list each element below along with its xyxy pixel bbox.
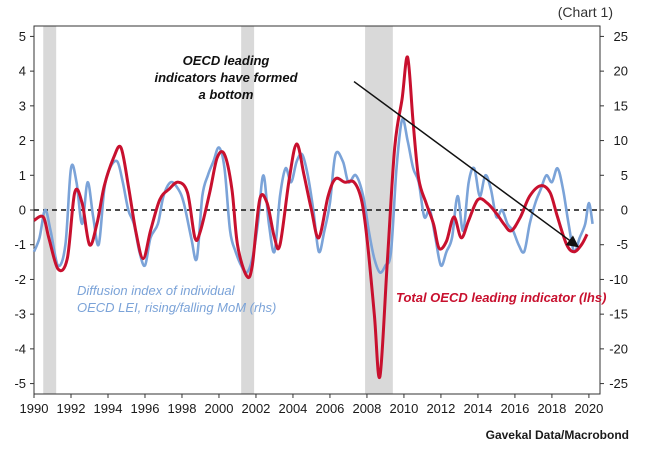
chart-tag: (Chart 1): [557, 4, 613, 20]
y-right-tick-label: 10: [614, 133, 628, 148]
y-right-tick-label: -25: [609, 376, 628, 391]
y-left-tick-label: 0: [19, 203, 26, 218]
x-tick-label: 2010: [389, 401, 418, 416]
y-left-tick-label: -2: [14, 272, 26, 287]
tick-labels: 1990 1992 1994 1996 1998 2000 2002 2004 2006 2008…: [14, 29, 628, 416]
source-note: Gavekal Data/Macrobond: [485, 428, 629, 442]
series-lines: [32, 55, 594, 380]
y-left-tick-label: 5: [19, 29, 26, 44]
y-right-tick-label: 15: [614, 98, 628, 113]
annotation-arrow: [353, 80, 580, 248]
y-right-tick-label: -5: [616, 237, 628, 252]
x-tick-label: 2000: [205, 401, 234, 416]
x-tick-label: 1998: [168, 401, 197, 416]
x-tick-label: 2020: [574, 401, 603, 416]
x-tick-label: 1994: [94, 401, 123, 416]
x-tick-label: 2016: [500, 401, 529, 416]
y-left-tick-label: -1: [14, 237, 26, 252]
y-left-tick-label: -5: [14, 376, 26, 391]
arrow-line: [353, 80, 580, 248]
y-left-tick-label: 4: [19, 64, 26, 79]
y-right-tick-label: 5: [621, 168, 628, 183]
y-right-tick-label: 25: [614, 29, 628, 44]
y-right-tick-label: -10: [609, 272, 628, 287]
y-left-tick-label: -3: [14, 307, 26, 322]
y-left-tick-label: 2: [19, 133, 26, 148]
recession-bands: [43, 26, 393, 394]
x-tick-label: 2006: [315, 401, 344, 416]
y-right-tick-label: -20: [609, 341, 628, 356]
y-left-tick-label: -4: [14, 341, 26, 356]
diffusion-legend-label: Diffusion index of individual OECD LEI, …: [77, 283, 277, 315]
x-tick-label: 2014: [463, 401, 492, 416]
x-tick-label: 1990: [20, 401, 49, 416]
total-oecd-line: [33, 55, 589, 380]
y-left-tick-label: 1: [19, 168, 26, 183]
x-tick-label: 1996: [131, 401, 160, 416]
y-right-tick-label: 0: [621, 203, 628, 218]
total-legend-label: Total OECD leading indicator (lhs): [396, 290, 607, 305]
recession-band-1: [241, 26, 255, 394]
y-left-tick-label: 3: [19, 98, 26, 113]
x-tick-label: 2002: [241, 401, 270, 416]
diffusion-index-line: [32, 117, 594, 274]
x-tick-label: 1992: [57, 401, 86, 416]
x-tick-label: 2018: [537, 401, 566, 416]
x-tick-label: 2012: [426, 401, 455, 416]
y-right-tick-label: -15: [609, 307, 628, 322]
axes-frame: [33, 25, 601, 395]
x-tick-label: 2004: [278, 401, 307, 416]
x-tick-label: 2008: [352, 401, 381, 416]
y-right-tick-label: 20: [614, 64, 628, 79]
bottom-annotation: OECD leading indicators have formed a bo…: [154, 53, 298, 102]
recession-band-0: [43, 26, 57, 394]
